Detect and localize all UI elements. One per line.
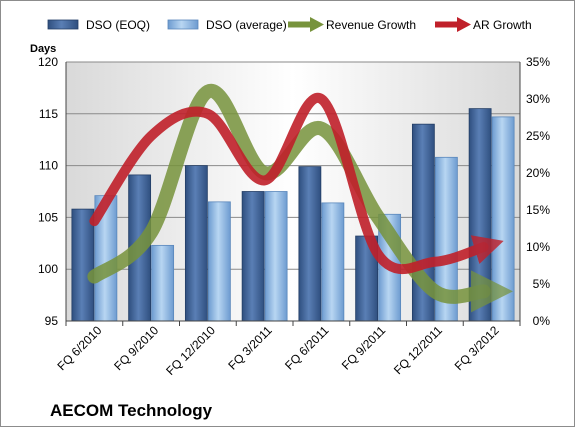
company-name: AECOM Technology (50, 401, 213, 420)
legend: DSO (EOQ) DSO (average) Revenue Growth AR G… (47, 17, 532, 32)
bar-dso-average (264, 191, 288, 322)
y-tick-label: 100 (38, 262, 58, 276)
x-tick-label: FQ 9/2010 (111, 323, 161, 373)
legend-label: Revenue Growth (326, 18, 416, 32)
lines-layer (87, 84, 514, 313)
bar-dso-average (321, 202, 345, 322)
y2-tick-label: 5% (533, 277, 551, 291)
y2-tick-label: 35% (526, 55, 550, 69)
x-tick-label: FQ 12/2011 (391, 323, 445, 377)
y2-tick-labels: 0% 5% 10% 15% 20% 25% 30% 35% (526, 55, 550, 328)
y2-tick-label: 30% (526, 92, 550, 106)
y2-tick-label: 10% (526, 240, 550, 254)
ar-growth-line (89, 92, 504, 275)
x-tick-label: FQ 6/2010 (55, 323, 105, 373)
bar-dso-eoq (71, 208, 95, 322)
legend-arrow-head (457, 17, 471, 32)
legend-label: AR Growth (473, 18, 532, 32)
axes-layer (65, 62, 521, 326)
bar-dso-eoq (241, 191, 265, 322)
y-tick-label: 115 (39, 107, 58, 121)
y-tick-label: 95 (45, 314, 59, 328)
y2-tick-label: 20% (526, 166, 550, 180)
bar-dso-eoq (184, 165, 208, 322)
y2-tick-label: 0% (533, 314, 551, 328)
bars-layer (71, 108, 515, 322)
legend-swatch (47, 19, 79, 30)
bar-dso-eoq (298, 166, 322, 322)
x-tick-label: FQ 9/2011 (339, 323, 389, 373)
y2-tick-label: 15% (526, 203, 550, 217)
bar-dso-average (491, 116, 515, 322)
legend-label: DSO (EOQ) (86, 18, 150, 32)
bar-dso-average (151, 244, 175, 322)
legend-arrow-head (310, 17, 324, 32)
y-tick-label: 120 (38, 55, 58, 69)
y-axis-label: Days (30, 43, 56, 55)
legend-swatch (167, 19, 199, 30)
x-tick-label: FQ 3/2012 (452, 323, 502, 373)
y-tick-label: 105 (38, 210, 58, 224)
x-tick-label: FQ 6/2011 (282, 323, 332, 373)
x-tick-labels: FQ 6/2010 FQ 9/2010 FQ 12/2010 FQ 3/2011 FQ … (55, 323, 502, 378)
bar-dso-average (207, 201, 231, 322)
legend-label: DSO (average) (206, 18, 287, 32)
x-tick-label: FQ 3/2011 (225, 323, 275, 373)
y2-tick-label: 25% (526, 129, 550, 143)
y-tick-label: 110 (39, 159, 58, 173)
x-tick-label: FQ 12/2010 (163, 323, 218, 378)
y-tick-labels: 95 100 105 110 115 120 (38, 55, 58, 328)
